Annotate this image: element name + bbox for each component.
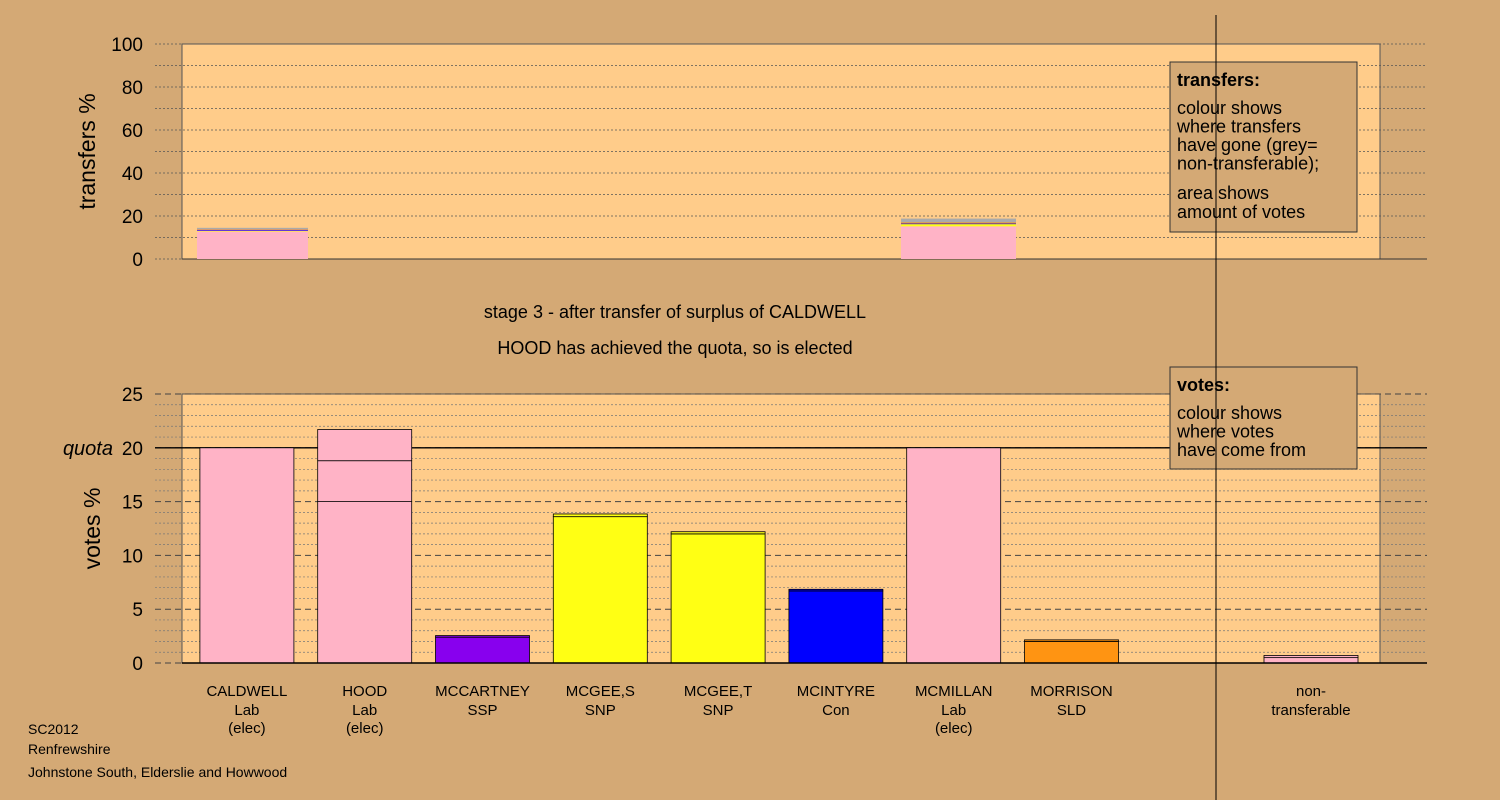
vote-bar-segment [788, 588, 884, 592]
transfers-legend-title: transfers: [1177, 70, 1260, 90]
votes-y-tick-label: 10 [122, 546, 143, 567]
transfers-y-tick-label: 40 [122, 164, 143, 185]
footer-ward: Johnstone South, Elderslie and Howwood [28, 764, 287, 780]
vote-bar-segment [199, 447, 295, 664]
candidate-name-label: CALDWELL [206, 683, 287, 700]
vote-bar-segment [317, 460, 413, 503]
transfers-y-tick-label: 20 [122, 207, 143, 228]
transfers-legend-text: colour shows [1177, 98, 1282, 118]
candidate-name-label: MCINTYRE [797, 683, 875, 700]
candidate-name-label: MCGEE,T [684, 683, 752, 700]
transfers-legend-text: where transfers [1176, 117, 1301, 137]
candidate-party-label: Con [822, 702, 850, 719]
votes-y-tick-label: 20 [122, 439, 143, 460]
votes-y-tick-label: 5 [132, 600, 143, 621]
transfers-legend-box [1169, 61, 1358, 233]
transfer-segment [197, 230, 308, 232]
vote-bar-segment [670, 533, 766, 664]
candidate-party-label: SNP [703, 702, 734, 719]
transfer-segment [197, 230, 308, 231]
transfer-segment [901, 222, 1016, 224]
vote-bar-segment [435, 635, 530, 638]
transfer-segment [197, 231, 308, 259]
votes-legend-title: votes: [1177, 375, 1230, 395]
quota-label: quota [63, 438, 113, 460]
vote-bar-segment [1024, 641, 1119, 664]
elected-notice: HOOD has achieved the quota, so is elect… [497, 338, 852, 358]
transfers-legend-text: amount of votes [1177, 202, 1305, 222]
votes-legend-text: have come from [1177, 440, 1306, 460]
transfers-legend-text: have gone (grey= [1177, 135, 1318, 155]
vote-bar-segment [552, 513, 648, 518]
transfers-y-axis-label: transfers % [74, 93, 100, 209]
transfers-y-tick-label: 80 [122, 78, 143, 99]
vote-bar-segment [670, 531, 766, 535]
transfer-segment [901, 223, 1016, 225]
footer-council: Renfrewshire [28, 741, 111, 757]
vote-bar-segment [317, 501, 413, 664]
candidate-party-label: Lab [941, 702, 966, 719]
votes-legend-box [1169, 366, 1358, 470]
candidate-party-label: SLD [1057, 702, 1086, 719]
candidate-elected-label: (elec) [346, 720, 384, 737]
candidate-elected-label: (elec) [228, 720, 266, 737]
candidate-party-label: SSP [467, 702, 497, 719]
vote-bar-segment [317, 429, 413, 462]
vote-bar-segment [788, 590, 884, 664]
votes-legend-text: where votes [1176, 422, 1274, 442]
votes-legend-text: colour shows [1177, 403, 1282, 423]
nontransferable-bar-segment [1263, 655, 1359, 659]
nontransferable-label: transferable [1271, 702, 1350, 719]
votes-y-tick-label: 25 [122, 385, 143, 406]
candidate-party-label: Lab [352, 702, 377, 719]
candidate-name-label: MCCARTNEY [435, 683, 530, 700]
transfer-segment [901, 226, 1016, 259]
candidate-name-label: MCMILLAN [915, 683, 993, 700]
transfer-segment [197, 229, 308, 230]
nontransferable-bar-segment [1263, 657, 1359, 664]
transfers-legend-text: area shows [1177, 183, 1269, 203]
vote-bar-segment [906, 447, 1002, 664]
transfers-y-tick-label: 100 [111, 35, 143, 56]
nontransferable-label: non- [1296, 683, 1326, 700]
stage-title: stage 3 - after transfer of surplus of C… [484, 302, 866, 322]
candidate-party-label: SNP [585, 702, 616, 719]
votes-y-tick-label: 0 [132, 654, 143, 675]
transfer-segment [901, 224, 1016, 227]
vote-bar-segment [552, 516, 648, 664]
candidate-name-label: MORRISON [1030, 683, 1113, 700]
votes-y-tick-label: 15 [122, 493, 143, 514]
footer: SC2012 Renfrewshire Johnstone South, Eld… [28, 721, 287, 780]
transfers-legend-text: non-transferable); [1177, 154, 1319, 174]
candidate-party-label: Lab [234, 702, 259, 719]
transfers-y-tick-label: 60 [122, 121, 143, 142]
candidate-name-label: MCGEE,S [566, 683, 635, 700]
transfer-segment [197, 227, 308, 230]
candidate-elected-label: (elec) [935, 720, 973, 737]
candidate-name-label: HOOD [342, 683, 387, 700]
transfer-segment [901, 218, 1016, 223]
transfers-y-tick-label: 0 [132, 250, 143, 271]
vote-bar-segment [435, 636, 530, 664]
vote-bar-segment [1024, 639, 1119, 642]
transfer-segment [197, 229, 308, 231]
votes-y-axis-label: votes % [79, 488, 105, 570]
footer-election: SC2012 [28, 721, 79, 737]
